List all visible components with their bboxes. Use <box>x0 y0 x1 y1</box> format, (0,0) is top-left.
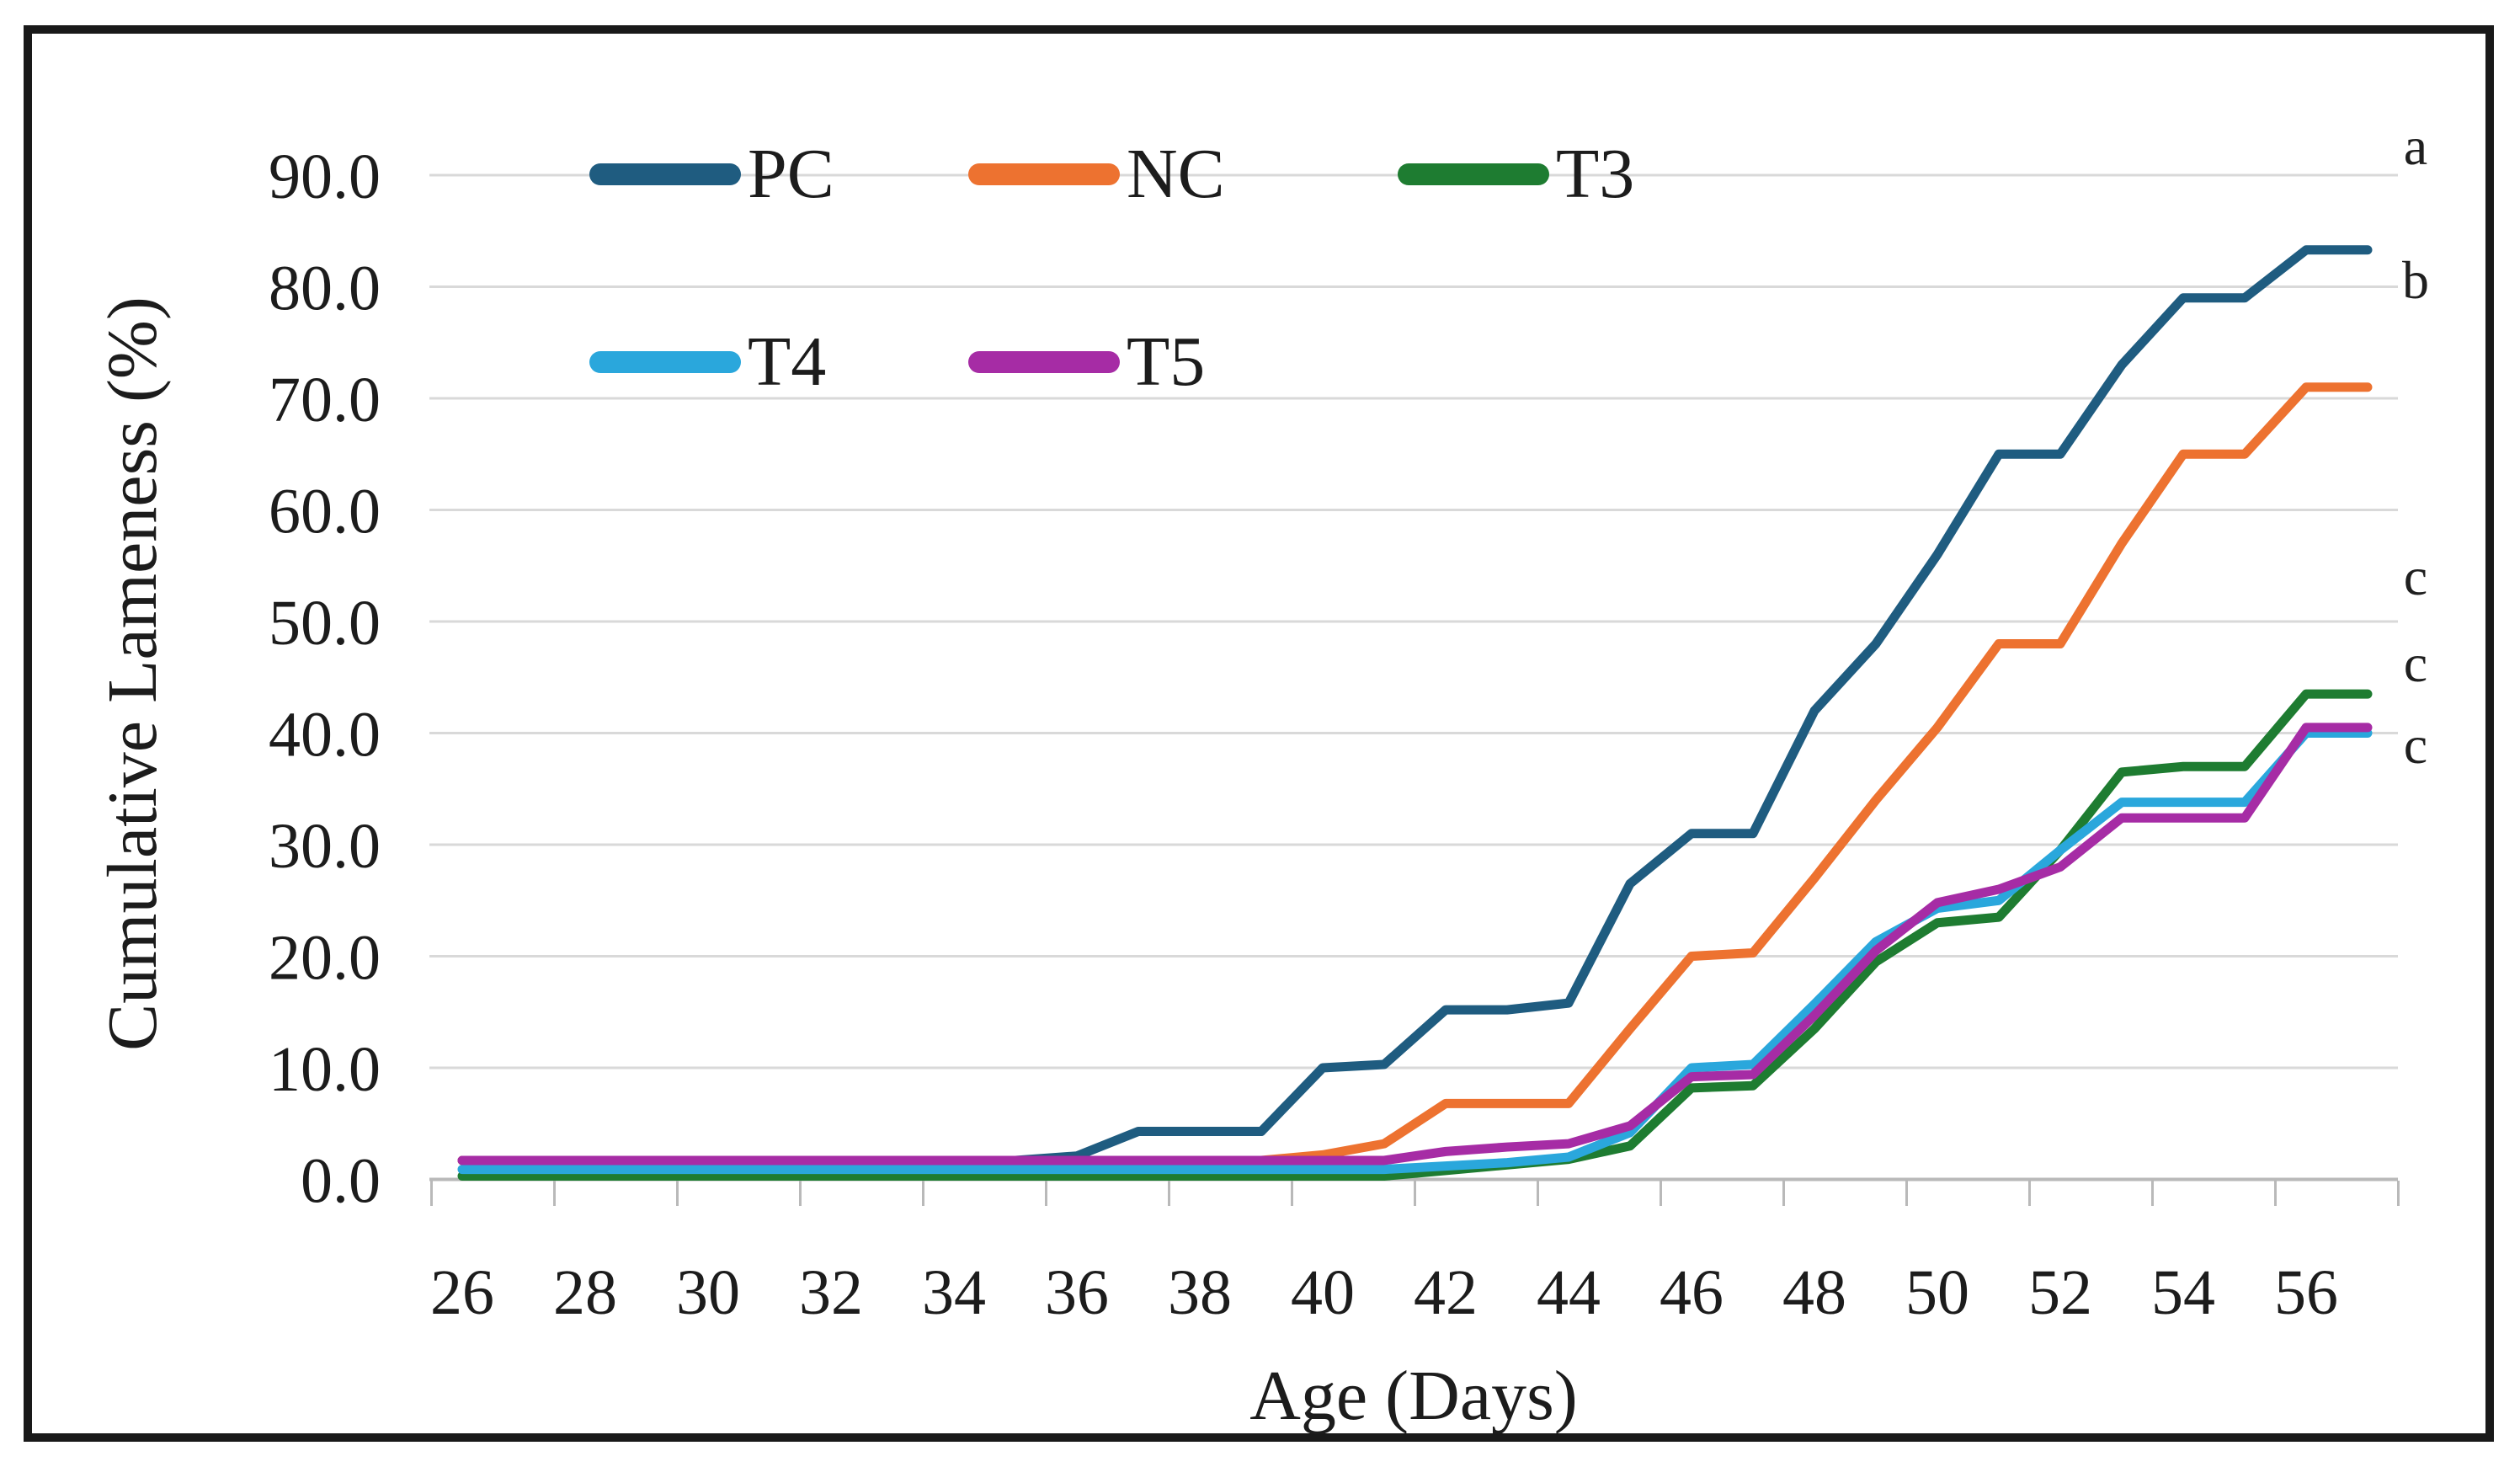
t3-line-swatch-icon <box>1398 163 1549 185</box>
svg-text:90.0: 90.0 <box>269 141 381 212</box>
svg-text:30.0: 30.0 <box>269 811 381 882</box>
svg-text:42: 42 <box>1414 1257 1478 1328</box>
svg-text:28: 28 <box>553 1257 617 1328</box>
significance-letter-a: a <box>2403 115 2428 176</box>
legend-item-pc: PC <box>589 128 834 221</box>
nc-line-swatch-icon <box>968 163 1120 185</box>
svg-text:30: 30 <box>676 1257 740 1328</box>
significance-letter-c2: c <box>2403 633 2428 694</box>
legend-item-t4: T4 <box>589 316 826 408</box>
svg-text:36: 36 <box>1045 1257 1109 1328</box>
significance-letter-b: b <box>2402 249 2429 310</box>
x-axis-title: Age (Days) <box>1249 1357 1578 1435</box>
svg-text:20.0: 20.0 <box>269 923 381 994</box>
svg-text:46: 46 <box>1660 1257 1724 1328</box>
svg-text:50.0: 50.0 <box>269 588 381 659</box>
svg-text:48: 48 <box>1782 1257 1846 1328</box>
series-line-t5 <box>457 723 2373 1166</box>
svg-text:10.0: 10.0 <box>269 1034 381 1105</box>
significance-letter-c1: c <box>2403 547 2428 606</box>
x-axis-tick-labels: 26 28 30 32 34 36 38 40 42 44 46 48 50 52 54 56 <box>430 1257 2338 1328</box>
legend-label-nc: NC <box>1127 135 1225 213</box>
svg-text:52: 52 <box>2028 1257 2092 1328</box>
legend-label-t4: T4 <box>748 323 827 401</box>
svg-text:38: 38 <box>1168 1257 1232 1328</box>
series-line-nc <box>457 382 2373 1166</box>
x-axis-tick-marks <box>430 1181 2400 1206</box>
svg-text:44: 44 <box>1537 1257 1601 1328</box>
y-axis-tick-labels: 0.0 10.0 20.0 30.0 40.0 50.0 60.0 70.0 80.0 90.0 <box>269 141 381 1217</box>
y-axis-title: Cumulative Lameness (%) <box>93 296 172 1051</box>
legend-item-nc: NC <box>968 128 1225 221</box>
legend-item-t5: T5 <box>968 316 1205 408</box>
t5-line-swatch-icon <box>968 351 1120 373</box>
legend-label-pc: PC <box>748 135 834 213</box>
t4-line-swatch-icon <box>589 351 741 373</box>
svg-text:40.0: 40.0 <box>269 700 381 771</box>
svg-text:34: 34 <box>922 1257 986 1328</box>
svg-text:26: 26 <box>430 1257 494 1328</box>
legend-label-t5: T5 <box>1127 323 1206 401</box>
svg-text:70.0: 70.0 <box>269 365 381 435</box>
svg-text:32: 32 <box>799 1257 863 1328</box>
significance-letter-c3: c <box>2403 715 2428 776</box>
svg-text:56: 56 <box>2274 1257 2338 1328</box>
legend-item-t3: T3 <box>1398 128 1634 221</box>
legend-label-t3: T3 <box>1556 135 1635 213</box>
svg-text:40: 40 <box>1291 1257 1355 1328</box>
svg-text:54: 54 <box>2151 1257 2215 1328</box>
series-lines <box>457 245 2373 1182</box>
pc-line-swatch-icon <box>589 163 741 185</box>
svg-text:80.0: 80.0 <box>269 253 381 324</box>
series-line-t3 <box>457 689 2373 1182</box>
svg-text:60.0: 60.0 <box>269 477 381 547</box>
series-line-t4 <box>457 728 2373 1175</box>
svg-text:50: 50 <box>1905 1257 1969 1328</box>
svg-text:0.0: 0.0 <box>301 1146 381 1217</box>
